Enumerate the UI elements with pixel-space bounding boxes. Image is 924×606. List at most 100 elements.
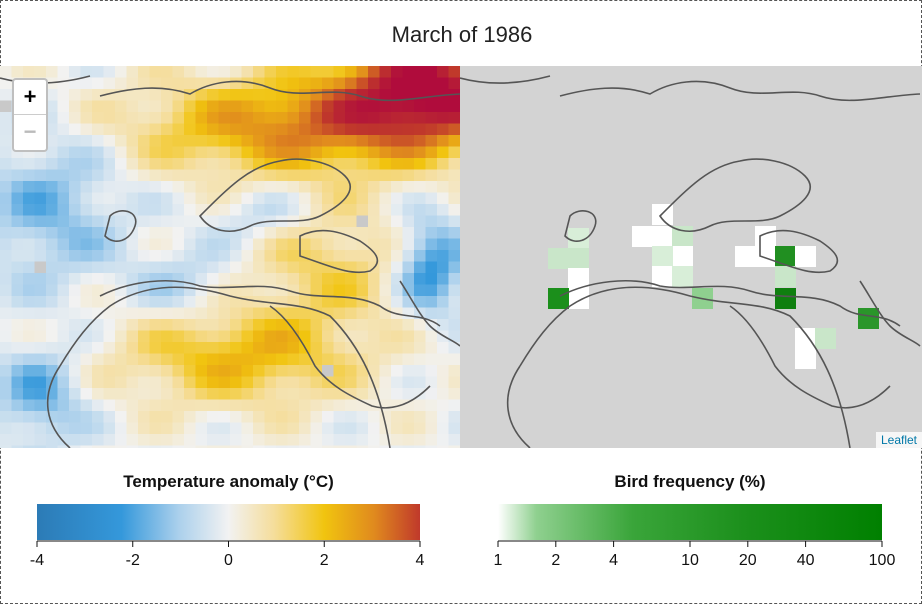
temperature-cell (425, 399, 438, 412)
temperature-cell (253, 434, 265, 446)
bird-cell (775, 246, 796, 267)
temperature-cell (276, 204, 288, 216)
bird-tick-label: 40 (797, 552, 815, 569)
temperature-cell (92, 319, 104, 331)
temperature-cell (23, 319, 35, 331)
temperature-cell (333, 204, 346, 216)
temperature-cell (276, 169, 288, 182)
temperature-cell (414, 261, 426, 274)
temperature-cell (92, 100, 104, 113)
temperature-cell (46, 353, 58, 366)
temperature-cell (11, 307, 24, 320)
temperature-cell (103, 376, 116, 389)
temperature-cell (161, 365, 173, 377)
temperature-cell (69, 342, 81, 354)
temperature-cell (115, 342, 127, 354)
temperature-cell (299, 411, 311, 423)
temperature-cell (448, 250, 460, 262)
temperature-cell (379, 123, 392, 136)
temperature-cell (241, 192, 254, 205)
bird-map[interactable]: Leaflet (460, 66, 922, 448)
temperature-cell (276, 66, 288, 78)
temperature-cell (437, 135, 449, 147)
zoom-out-button[interactable]: − (14, 114, 46, 150)
temperature-cell (46, 135, 58, 147)
temperature-cell (0, 365, 12, 377)
temperature-cell (149, 319, 162, 331)
temperature-cell (230, 376, 242, 389)
temperature-cell (448, 422, 460, 435)
temperature-cell (448, 112, 460, 124)
temperature-cell (11, 284, 24, 297)
temperature-cell (34, 388, 47, 400)
bird-cell (548, 248, 569, 269)
temperature-cell (356, 388, 369, 400)
temperature-cell (172, 227, 185, 239)
temperature-cell (149, 146, 162, 159)
temperature-cell (80, 273, 93, 285)
temperature-cell (69, 135, 81, 147)
temperature-cell (414, 215, 426, 228)
temperature-cell (115, 399, 127, 412)
temperature-cell (345, 434, 357, 446)
temperature-cell (149, 123, 162, 136)
temperature-cell (57, 77, 70, 90)
temperature-cell (34, 365, 47, 377)
temperature-cell (92, 399, 104, 412)
bird-cell (652, 246, 673, 267)
temperature-cell (322, 411, 334, 423)
temperature-cell (69, 261, 81, 274)
temperature-cell (23, 353, 35, 366)
temperature-cell (207, 273, 219, 285)
temperature-map[interactable]: + − (0, 66, 460, 448)
temperature-cell (161, 330, 173, 343)
temperature-cell (184, 146, 196, 159)
temperature-cell (161, 238, 173, 251)
temperature-cell (11, 422, 24, 435)
zoom-in-button[interactable]: + (23, 84, 37, 109)
temperature-cell (11, 261, 24, 274)
coastline-path (399, 280, 460, 347)
temperature-cell (149, 365, 162, 377)
temperature-cell (391, 445, 403, 448)
temperature-cell (172, 296, 185, 308)
temperature-cell (161, 273, 173, 285)
temperature-cell (345, 169, 357, 182)
temperature-cell (322, 89, 334, 101)
temperature-cell (379, 227, 392, 239)
temperature-cell (126, 422, 139, 435)
temperature-cell (149, 388, 162, 400)
attribution-link[interactable]: Leaflet (875, 432, 922, 448)
temperature-cell (80, 307, 93, 320)
temperature-cell (46, 215, 58, 228)
temperature-cell (414, 192, 426, 205)
temperature-cell (230, 388, 242, 400)
map-container[interactable]: + − Leaflet (0, 66, 922, 448)
temperature-cell (322, 238, 334, 251)
temperature-cell (368, 135, 380, 147)
temperature-cell (402, 399, 415, 412)
temperature-cell (80, 238, 93, 251)
temperature-cell (322, 399, 334, 412)
temperature-cell (172, 181, 185, 193)
temperature-cell (264, 250, 277, 262)
temperature-cell (287, 204, 300, 216)
temperature-cell (333, 169, 346, 182)
temperature-cell (230, 365, 242, 377)
temperature-cell (0, 192, 12, 205)
temperature-cell (92, 307, 104, 320)
temperature-cell (299, 399, 311, 412)
temperature-cell (310, 284, 323, 297)
temperature-cell (287, 399, 300, 412)
temperature-cell (11, 192, 24, 205)
temperature-missing-cell (356, 215, 368, 227)
temperature-cell (161, 319, 173, 331)
temperature-cell (287, 434, 300, 446)
temperature-cell (80, 135, 93, 147)
temperature-cell (287, 192, 300, 205)
temperature-cell (195, 353, 208, 366)
temperature-cell (138, 77, 150, 90)
bird-cell (795, 348, 816, 369)
temperature-cell (368, 353, 380, 366)
temperature-cell (80, 146, 93, 159)
